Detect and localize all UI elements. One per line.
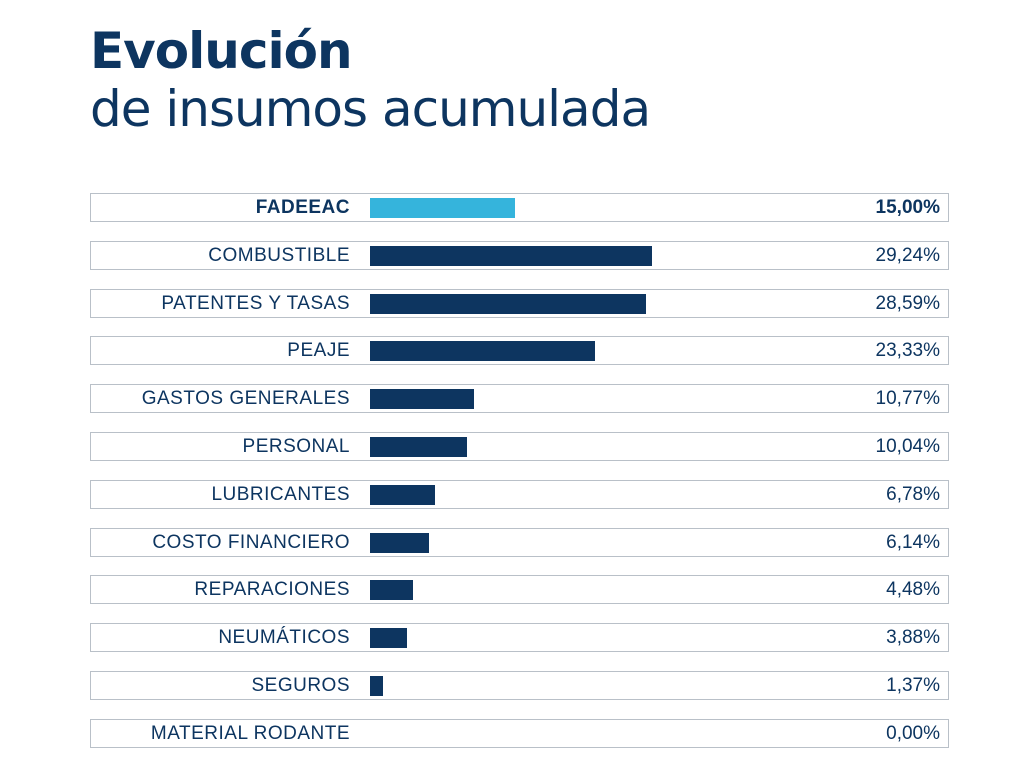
bar: [370, 389, 474, 410]
value-label: 10,77%: [875, 388, 940, 410]
bar: [370, 532, 430, 553]
category-label: FADEEAC: [255, 197, 350, 218]
bar: [370, 484, 436, 505]
title-line-1: Evolución: [90, 22, 353, 80]
value-label: 10,04%: [875, 436, 940, 457]
category-label: LUBRICANTES: [211, 483, 350, 505]
value-label: 6,14%: [886, 531, 940, 553]
bar-row: PEAJE 23,33%: [90, 336, 949, 366]
category-label: MATERIAL RODANTE: [150, 722, 350, 744]
bar: [370, 293, 646, 314]
category-label: COSTO FINANCIERO: [152, 531, 350, 553]
title-line-2: de insumos acumulada: [90, 80, 651, 138]
value-label: 28,59%: [875, 292, 940, 314]
bar-row: PERSONAL 10,04%: [90, 432, 949, 461]
category-label: NEUMÁTICOS: [218, 627, 350, 649]
value-label: 15,00%: [875, 197, 940, 218]
chart-title: Evolución de insumos acumulada: [90, 22, 651, 138]
category-label: SEGUROS: [251, 675, 350, 696]
bar: [370, 580, 414, 601]
category-label: PERSONAL: [242, 436, 350, 457]
bar-row: SEGUROS 1,37%: [90, 671, 949, 700]
bar: [370, 437, 467, 457]
bar: [370, 245, 653, 266]
bar: [370, 676, 384, 696]
value-label: 23,33%: [875, 340, 940, 362]
bar-row: MATERIAL RODANTE 0,00%: [90, 718, 949, 748]
bar-row: LUBRICANTES 6,78%: [90, 479, 949, 509]
category-label: PATENTES Y TASAS: [161, 292, 350, 314]
value-label: 29,24%: [875, 244, 940, 266]
bar: [370, 341, 596, 362]
bar-row: COMBUSTIBLE 29,24%: [90, 240, 949, 270]
bar-row: FADEEAC 15,00%: [90, 193, 949, 222]
category-label: COMBUSTIBLE: [208, 244, 350, 266]
category-label: PEAJE: [287, 340, 350, 362]
category-label: GASTOS GENERALES: [141, 388, 350, 410]
value-label: 6,78%: [886, 483, 940, 505]
value-label: 1,37%: [886, 675, 940, 696]
bar: [370, 198, 515, 218]
bar-row: REPARACIONES 4,48%: [90, 575, 949, 605]
value-label: 0,00%: [886, 722, 940, 744]
bar: [370, 628, 408, 649]
category-label: REPARACIONES: [194, 579, 350, 601]
bar-row: GASTOS GENERALES 10,77%: [90, 384, 949, 414]
bar-row: COSTO FINANCIERO 6,14%: [90, 527, 949, 557]
bar-row: NEUMÁTICOS 3,88%: [90, 623, 949, 653]
value-label: 4,48%: [886, 579, 940, 601]
bar-row: PATENTES Y TASAS 28,59%: [90, 288, 949, 318]
value-label: 3,88%: [886, 627, 940, 649]
